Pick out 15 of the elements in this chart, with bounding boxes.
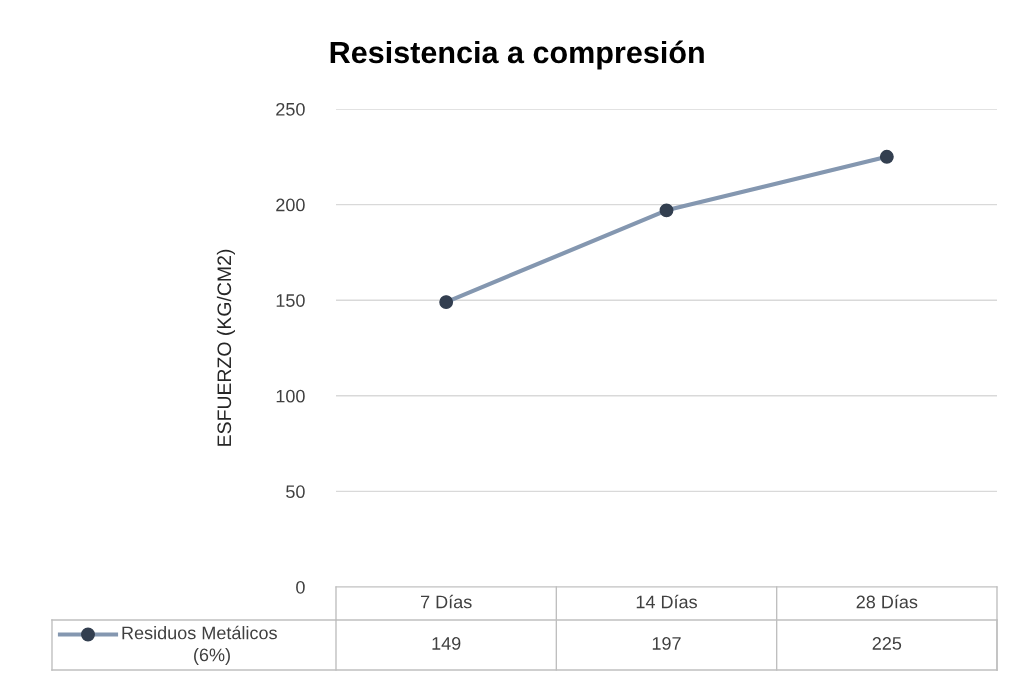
data-label: 225	[872, 637, 902, 650]
y-axis-title: ESFUERZO (KG/CM2)	[216, 249, 235, 446]
y-tick-label: 150	[276, 294, 305, 307]
legend-label: Residuos Metálicos (6%)	[122, 625, 277, 665]
data-label: 149	[432, 637, 461, 650]
x-tick-label: 7 Días	[421, 594, 472, 609]
y-tick-label: 0	[296, 580, 305, 594]
x-tick-label: 14 Días	[636, 594, 697, 609]
chart-title: Resistencia a compresión	[330, 40, 704, 70]
data-label: 197	[652, 637, 681, 650]
y-tick-label: 100	[276, 389, 305, 403]
y-tick-label: 250	[276, 102, 305, 116]
y-tick-label: 200	[276, 198, 305, 212]
y-tick-label: 50	[286, 485, 305, 499]
x-tick-label: 28 Días	[856, 594, 918, 609]
